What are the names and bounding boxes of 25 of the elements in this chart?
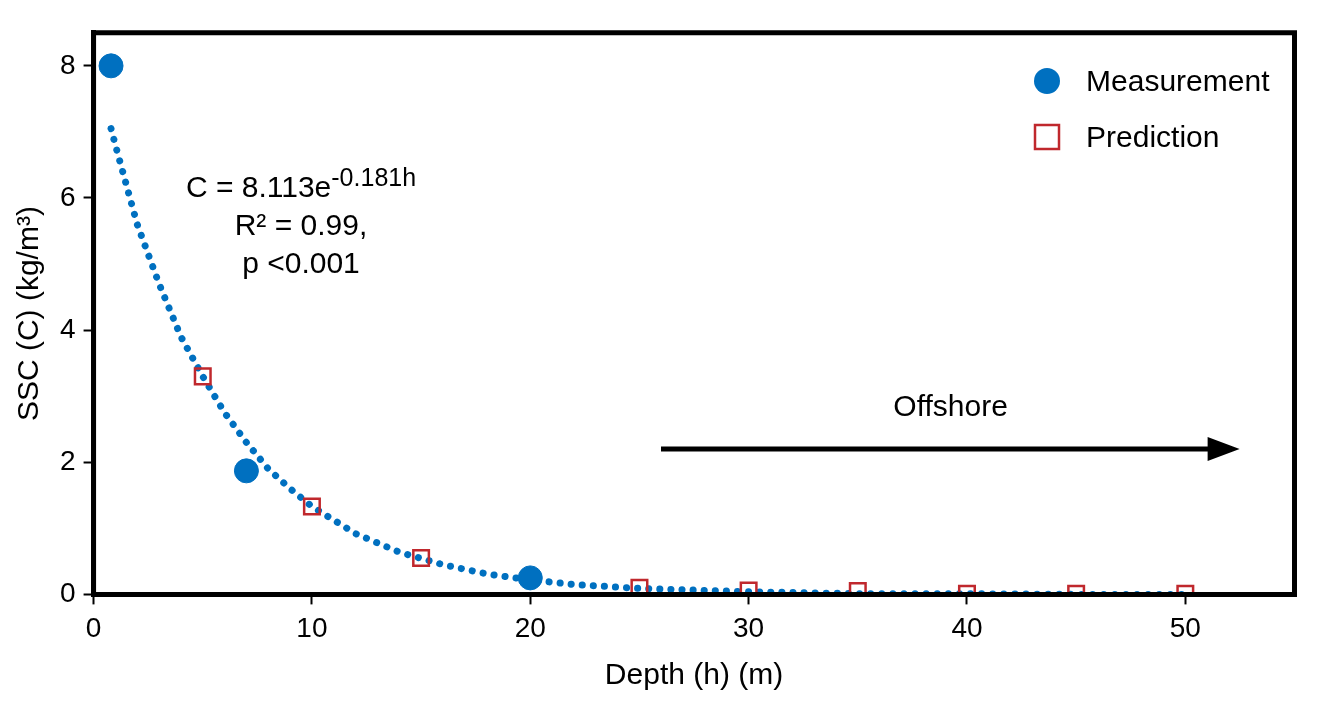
point bbox=[98, 53, 124, 79]
annotation: Offshore bbox=[892, 389, 1009, 424]
x-tick-label: 0 bbox=[85, 611, 102, 643]
y-tick-label: 8 bbox=[59, 48, 76, 80]
x-axis-title: Depth (h) (m) bbox=[604, 657, 784, 691]
point bbox=[302, 497, 321, 516]
annotation: p <0.001 bbox=[241, 245, 361, 282]
x-tick-label: 30 bbox=[733, 611, 765, 643]
x-tick-label: 40 bbox=[951, 611, 983, 643]
point bbox=[193, 367, 212, 386]
annotation: R² = 0.99, bbox=[233, 207, 369, 244]
y-tick-label: 0 bbox=[59, 577, 76, 609]
y-tick-label: 2 bbox=[59, 444, 76, 476]
point bbox=[233, 458, 259, 484]
point bbox=[412, 549, 431, 568]
x-tick-label: 10 bbox=[296, 611, 328, 643]
x-tick-label: 50 bbox=[1169, 611, 1201, 643]
annotation: C = 8.113e$^{-0.181h}$ bbox=[184, 162, 418, 206]
point bbox=[517, 565, 543, 591]
x-tick-label: 20 bbox=[514, 611, 546, 643]
y-tick-label: 4 bbox=[59, 312, 76, 344]
legend-label: Measurement bbox=[1086, 63, 1270, 98]
legend-label: Prediction bbox=[1086, 119, 1220, 154]
y-axis-title: SSC (C) (kg/m³) bbox=[11, 206, 45, 422]
y-tick-label: 6 bbox=[59, 180, 76, 212]
